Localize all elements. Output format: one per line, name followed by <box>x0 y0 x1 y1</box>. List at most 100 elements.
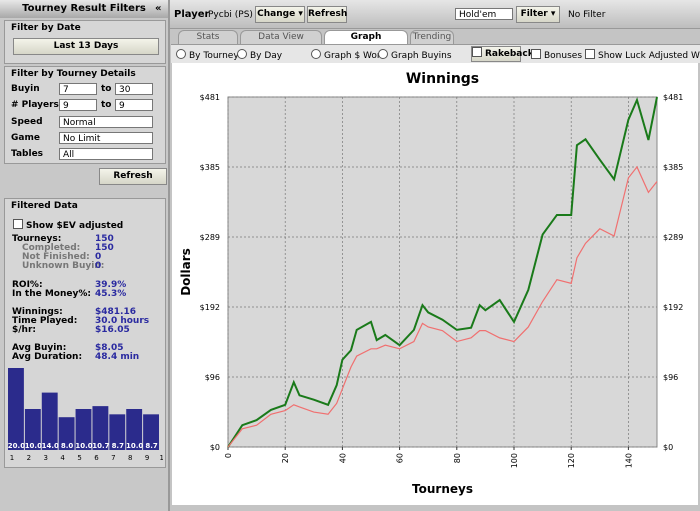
stat-label: Completed: <box>22 243 81 253</box>
x-tick-label: 100 <box>510 453 519 468</box>
section-title: Filter by Date <box>11 23 81 33</box>
checkbox-label: Show Luck Adjusted Winni <box>598 51 700 61</box>
radio-label: Graph $ Won <box>324 51 383 61</box>
field-label: # Players <box>11 100 59 110</box>
x-tick-label: 140 <box>624 453 633 468</box>
filter-button[interactable]: Filter ▾ <box>516 6 560 23</box>
x-tick-label: 40 <box>338 453 347 463</box>
x-tick-label: 7 <box>111 454 115 462</box>
input[interactable]: 9 <box>59 99 97 111</box>
input[interactable]: 30 <box>115 83 153 95</box>
stat-label: $/hr: <box>12 325 36 335</box>
x-tick-label: 0 <box>224 453 233 458</box>
select[interactable]: Normal <box>59 116 153 128</box>
bar <box>75 409 92 450</box>
select[interactable]: All <box>59 148 153 160</box>
stat-label: Avg Buyin: <box>12 343 67 353</box>
bar-label: 14.0 <box>42 442 59 450</box>
field-label: Buyin <box>11 84 40 94</box>
stat-label: Time Played: <box>12 316 78 326</box>
y-axis-label: Dollars <box>179 248 193 296</box>
y-tick-label: $0 <box>210 443 220 452</box>
x-tick-label: 60 <box>396 453 405 463</box>
tab[interactable]: Data View <box>240 30 322 44</box>
series-line <box>227 165 658 448</box>
x-tick-label: 120 <box>567 453 576 468</box>
change-button[interactable]: Change ▾ <box>255 6 305 23</box>
x-tick-label: 5 <box>77 454 81 462</box>
y2-tick-label: $96 <box>663 373 678 382</box>
buyin-histogram: 20.0 10.0 14.0 8.0 10.0 10.7 8.7 10.0 8.71 2 3 4 5 6 7… <box>8 368 163 462</box>
stat-value: 45.3% <box>95 289 127 299</box>
x-tick-label: 4 <box>60 454 65 462</box>
collapse[interactable]: « <box>155 3 162 14</box>
tab[interactable]: Trending <box>410 30 454 44</box>
checkbox-label: Show $EV adjusted <box>26 221 124 231</box>
x-tick-label: 2 <box>27 454 31 462</box>
y-tick-label: $481 <box>200 93 220 102</box>
tab[interactable]: Stats <box>178 30 238 44</box>
x-axis-label: Tourneys <box>412 482 473 496</box>
bar <box>58 417 75 450</box>
section-title: Filtered Data <box>11 201 78 211</box>
refresh-button[interactable]: Refresh <box>99 168 167 185</box>
stat-value: 150 <box>95 243 114 253</box>
stat-value: 30.0 hours <box>95 316 150 326</box>
ev-checkbox[interactable]: Show $EV adjusted <box>13 219 123 231</box>
bar-label: 20.0 <box>8 442 25 450</box>
radio-label: Graph Buyins <box>391 51 452 61</box>
stat-value: $8.05 <box>95 343 124 353</box>
radio[interactable]: Graph Buyins <box>378 49 452 61</box>
x-tick-label: 9 <box>145 454 149 462</box>
stat-label: Avg Duration: <box>12 352 83 362</box>
y2-tick-label: $289 <box>663 233 683 242</box>
winnings-chart: Winnings Tourneys Dollars $0 $0 $96 $96 $192 $19… <box>172 63 698 505</box>
radio-label: By Day <box>250 51 283 61</box>
select-label: Tables <box>11 149 44 159</box>
stat-label: In the Money%: <box>12 289 91 299</box>
y-tick-label: $289 <box>200 233 220 242</box>
stat-value: $481.16 <box>95 307 136 317</box>
tab-active[interactable]: Graph <box>324 30 408 44</box>
x-tick-label: 3 <box>44 454 48 462</box>
select[interactable]: No Limit <box>59 132 153 144</box>
rakeback-button[interactable]: Rakeback <box>471 46 534 62</box>
button-label: Filter <box>520 9 548 19</box>
game-select[interactable]: Hold'em <box>455 8 513 20</box>
x-tick-label: 20 <box>281 453 290 463</box>
chart-title: Winnings <box>406 71 479 87</box>
select-label: Game <box>11 133 40 143</box>
checkbox[interactable]: Show Luck Adjusted Winni <box>585 49 700 61</box>
radio[interactable]: Graph $ Won <box>311 49 383 61</box>
x-tick-label: 8 <box>128 454 132 462</box>
date-button[interactable]: Last 13 Days <box>13 38 159 55</box>
bar <box>41 392 58 450</box>
y-tick-label: $385 <box>200 163 220 172</box>
stat-value: 0 <box>95 252 102 262</box>
radio[interactable]: By Tourney <box>176 49 239 61</box>
y-tick-label: $192 <box>200 303 220 312</box>
input[interactable]: 9 <box>115 99 153 111</box>
details-section: Filter by Tourney Details Buyin 7 to 30 … <box>4 66 166 164</box>
to: to <box>101 84 112 94</box>
radio[interactable]: By Day <box>237 49 282 61</box>
bar <box>109 414 126 450</box>
refresh-button[interactable]: Refresh <box>307 6 347 23</box>
button-label: Change <box>257 9 296 19</box>
bar <box>126 409 143 450</box>
x-tick-label: 1 <box>10 454 14 462</box>
input[interactable]: 7 <box>59 83 97 95</box>
bar-label: 10.0 <box>126 442 143 450</box>
y2-tick-label: $192 <box>663 303 683 312</box>
bar <box>92 406 109 450</box>
stat-label: Winnings: <box>12 307 63 317</box>
to: to <box>101 100 112 110</box>
select-label: Speed <box>11 117 43 127</box>
x-tick-label: 10 <box>160 454 163 462</box>
stat-value: 150 <box>95 234 114 244</box>
checkbox[interactable]: Bonuses <box>531 49 582 61</box>
stat-value: 39.9% <box>95 280 127 290</box>
bar-label: 8.0 <box>61 442 74 450</box>
bar <box>8 368 24 450</box>
